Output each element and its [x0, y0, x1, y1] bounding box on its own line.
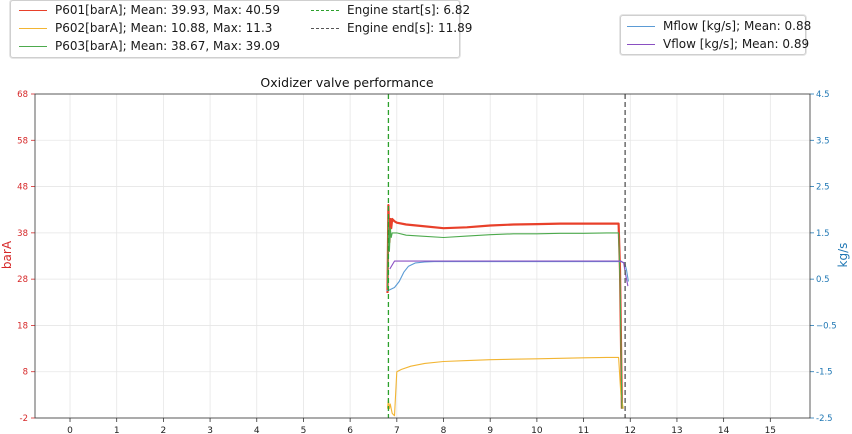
legend-label-p602: P602[barA]; Mean: 10.88, Max: 11.3: [55, 21, 273, 35]
right-axis-label: kg/s: [836, 243, 850, 268]
series-line-p603: [386, 218, 623, 409]
legend-label-engine-end: Engine end[s]: 11.89: [347, 21, 473, 35]
legend-flows: Mflow [kg/s]; Mean: 0.88 Vflow [kg/s]; M…: [620, 15, 811, 55]
legend-pressures: P601[barA]; Mean: 39.93, Max: 40.59 P602…: [10, 0, 472, 58]
legend-swatch-vflow: [627, 44, 655, 45]
right-tick-label: 1.5: [816, 229, 830, 239]
x-tick-label: 6: [347, 426, 353, 434]
right-tick-label: 4.5: [816, 90, 830, 100]
left-tick-label: 68: [17, 90, 28, 100]
chart-title: Oxidizer valve performance: [260, 75, 433, 90]
x-tick-label: 0: [67, 426, 73, 434]
legend-label-p601: P601[barA]; Mean: 39.93, Max: 40.59: [55, 3, 281, 17]
x-axis-ticks: 0 1 2 3 4 5 6 7 8 9 10 11 12 13 14 15: [67, 418, 776, 434]
x-tick-label: 10: [531, 426, 543, 434]
legend-label-mflow: Mflow [kg/s]; Mean: 0.88: [663, 19, 812, 33]
legend-swatch-p603: [19, 46, 47, 47]
legend-swatch-engine-end: [311, 28, 339, 29]
x-tick-label: 1: [114, 426, 120, 434]
x-tick-label: 12: [625, 426, 636, 434]
x-tick-label: 3: [207, 426, 213, 434]
right-tick-label: 0.5: [816, 275, 830, 285]
left-tick-label: 38: [17, 229, 28, 239]
series-line-p602: [386, 356, 624, 417]
x-tick-label: 7: [394, 426, 400, 434]
x-tick-label: 11: [578, 426, 589, 434]
series-lines: [386, 204, 629, 417]
legend-label-p603: P603[barA]; Mean: 38.67, Max: 39.09: [55, 39, 281, 53]
x-tick-label: 8: [441, 426, 447, 434]
plot-frame: [34, 93, 811, 419]
right-tick-label: 3.5: [816, 136, 830, 146]
left-tick-label: -2: [20, 414, 28, 424]
x-tick-label: 14: [718, 426, 730, 434]
x-tick-label: 13: [671, 426, 682, 434]
left-axis-label: barA: [0, 240, 14, 269]
left-tick-label: 8: [23, 368, 28, 378]
x-tick-label: 4: [254, 426, 260, 434]
x-tick-label: 2: [161, 426, 167, 434]
x-tick-label: 15: [765, 426, 776, 434]
x-tick-label: 5: [301, 426, 307, 434]
legend-swatch-p602: [19, 28, 47, 29]
legend-swatch-p601: [19, 10, 47, 11]
left-tick-label: 48: [17, 183, 28, 193]
right-tick-label: -1.5: [816, 368, 833, 378]
x-tick-label: 9: [487, 426, 493, 434]
series-line-mflow: [386, 261, 629, 292]
series-line-vflow: [389, 260, 629, 287]
right-axis-ticks: -2.5 -1.5 −0.5 0.5 1.5 2.5 3.5 4.5: [810, 90, 837, 424]
left-tick-label: 18: [17, 321, 28, 331]
grid-lines: [35, 93, 810, 419]
legend-swatch-engine-start: [311, 10, 339, 11]
legend-swatch-mflow: [627, 26, 655, 27]
series-line-p601: [386, 204, 623, 409]
left-tick-label: 28: [17, 275, 28, 285]
right-tick-label: −0.5: [816, 321, 837, 331]
right-tick-label: 2.5: [816, 183, 830, 193]
legend-label-vflow: Vflow [kg/s]; Mean: 0.89: [663, 37, 810, 51]
left-tick-label: 58: [17, 136, 28, 146]
left-axis-ticks: -2 8 18 28 38 48 58 68: [17, 90, 35, 424]
engine-event-lines: [387, 94, 626, 418]
right-tick-label: -2.5: [816, 414, 833, 424]
legend-label-engine-start: Engine start[s]: 6.82: [347, 3, 471, 17]
